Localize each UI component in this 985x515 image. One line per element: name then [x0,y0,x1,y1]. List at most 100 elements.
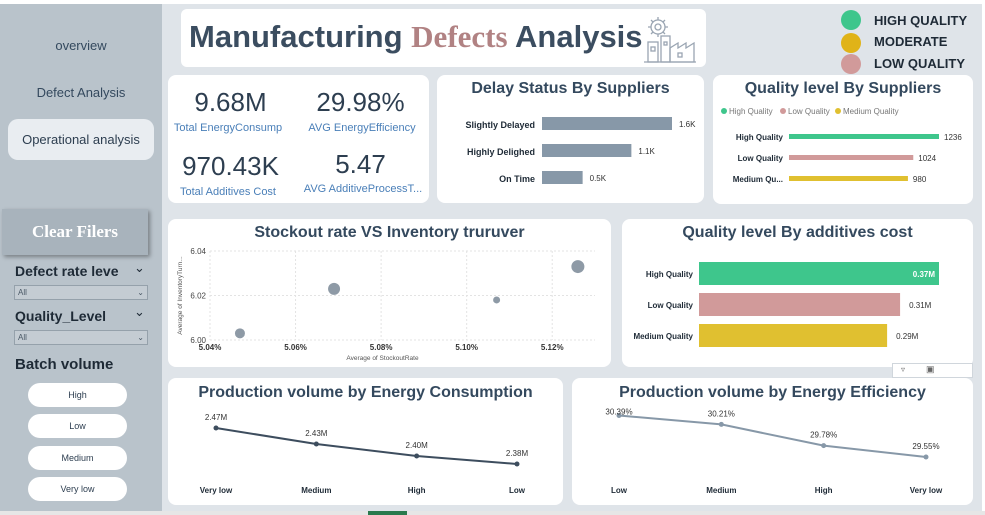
x-axis-label: Average of StockoutRate [346,355,419,362]
scatter-point [328,282,341,295]
bar-data-label: 980 [913,175,927,184]
page-title: Manufacturing Defects Analysis [189,19,643,55]
active-page-tab[interactable] [368,511,407,515]
bar-category-label: Low Quality [648,301,694,310]
bar-data-label: 1024 [918,154,936,163]
bar [699,324,888,347]
bar [789,134,939,139]
bar-data-label: 0.29M [896,332,919,341]
chevron-down-icon[interactable]: ⌄ [134,260,145,275]
sidebar: overview Defect Analysis Operational ana… [0,4,162,511]
defect-rate-dropdown[interactable]: All ⌄ [14,285,148,300]
x-tick-label: 5.06% [284,343,307,352]
chart-title: Production volume by Energy Consumption [198,384,533,401]
prod-energy-chart: 2.47M Very low 2.43M Medium 2.40M High 2.38M Lo… [200,413,529,495]
nav-defect-analysis[interactable]: Defect Analysis [36,85,126,100]
legend-moderate-dot [841,33,861,53]
bar-data-label: 1236 [944,133,962,142]
batch-option-medium[interactable]: Medium [28,446,127,470]
defect-rate-slicer-title: Defect rate leve [15,263,119,279]
chart-title: Quality level By additives cost [682,224,913,241]
bar-category-label: High Quality [646,270,694,279]
prod-efficiency-chart: 30.39% Low 30.21% Medium 29.78% High 29.55% Ver… [605,407,943,495]
bar [542,171,583,184]
visual-header-toolbar[interactable]: ▿ ▣ [892,363,973,378]
x-tick-label: 5.04% [199,343,222,352]
line-data-label: 29.55% [912,442,939,451]
kpi-additives-cost-label: Total Additives Cost [180,186,276,198]
prod-efficiency-card: Production volume by Energy Efficiency 3… [572,378,973,505]
line-point [821,443,827,449]
bar [789,155,914,160]
bar [542,144,632,157]
chevron-down-icon[interactable]: ⌄ [134,304,145,319]
kpi-card: 9.68M Total EnergyConsump 29.98% AVG Ene… [168,75,429,203]
nav-operational-analysis[interactable]: Operational analysis [8,119,154,160]
line-data-label: 2.38M [506,449,529,458]
quality-level-dropdown[interactable]: All ⌄ [14,330,148,345]
kpi-efficiency-label: AVG EnergyEfficiency [308,122,416,134]
y-tick-label: 6.02 [190,292,206,301]
chevron-down-icon: ⌄ [137,333,144,342]
series-line [618,414,927,459]
x-tick-label: Medium [301,486,331,495]
title-card: Manufacturing Defects Analysis [181,9,706,67]
bar-category-label: Highly Delighed [467,147,535,157]
clear-filters-button[interactable]: Clear Filers [2,209,148,255]
scatter-point [571,260,585,274]
bar-data-label: 1.1K [638,147,655,156]
kpi-energy-value: 9.68M [194,87,267,117]
line-point [616,412,622,418]
bar [699,262,939,285]
bar-category-label: Medium Quality [633,332,693,341]
line-point [414,453,420,459]
y-axis-label: Average of InventoryTurn... [177,256,184,335]
x-tick-label: High [815,486,833,495]
batch-option-low[interactable]: Low [28,414,127,438]
x-tick-label: High [408,486,426,495]
delay-status-card: Delay Status By Suppliers Slightly Delay… [437,75,704,203]
factory-gear-icon [644,17,696,63]
stockout-scatter-card: Stockout rate VS Inventory truruver 6.04… [168,219,611,367]
x-tick-label: Very low [910,486,943,495]
bar-data-label: 0.37M [913,270,936,279]
legend-low-dot [841,54,861,74]
bar [542,117,672,130]
x-tick-label: Medium [706,486,736,495]
delay-status-chart: Slightly Delayed 1.6K Highly Delighed 1.1K O… [465,117,696,184]
defect-rate-dropdown-value: All [18,288,27,297]
kpi-energy-label: Total EnergyConsump [173,122,283,134]
legend-high-label: HIGH QUALITY [874,13,968,28]
legend-entry: High Quality [729,107,773,116]
chart-title: Stockout rate VS Inventory truruver [254,224,525,241]
batch-option-very-low[interactable]: Very low [28,477,127,501]
title-part-3: Analysis [507,19,643,54]
bar [789,176,908,181]
nav-overview[interactable]: overview [55,38,107,53]
line-point [923,454,929,460]
batch-volume-title: Batch volume [15,356,114,373]
batch-option-high[interactable]: High [28,383,127,407]
line-data-label: 2.40M [406,441,429,450]
pin-icon[interactable]: ▿ [901,365,906,374]
quality-level-slicer-title: Quality_Level [15,308,107,324]
kpi-process-time-value: 5.47 [335,149,386,179]
kpi-efficiency-value: 29.98% [316,87,405,117]
scatter-point [493,296,501,304]
x-tick-label: Low [509,486,526,495]
line-data-label: 30.21% [708,409,735,418]
chart-title: Quality level By Suppliers [744,80,942,97]
x-tick-label: 5.10% [455,343,478,352]
x-tick-label: 5.08% [370,343,393,352]
chart-title: Delay Status By Suppliers [471,80,670,97]
bar-category-label: Slightly Delayed [465,120,535,130]
quality-suppliers-card: Quality level By Suppliers High Quality L… [713,75,973,204]
bar-category-label: Low Quality [738,154,784,163]
line-data-label: 30.39% [605,407,632,416]
line-data-label: 2.43M [305,429,328,438]
y-tick-label: 6.00 [190,336,206,345]
focus-mode-icon[interactable]: ▣ [926,364,935,374]
quality-additives-card: Quality level By additives cost High Qua… [622,219,973,367]
quality-additives-chart: High Quality 0.37M Low Quality 0.31M Medium … [633,262,939,347]
line-point [514,461,520,467]
